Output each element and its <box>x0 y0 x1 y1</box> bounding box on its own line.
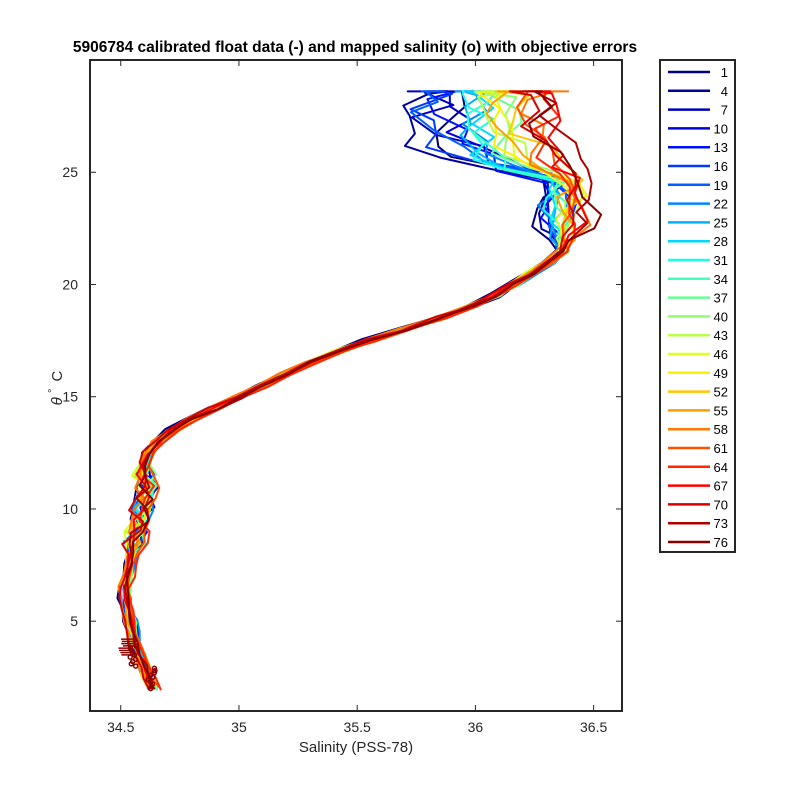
legend-label: 52 <box>714 385 728 400</box>
series-layer <box>116 90 603 692</box>
series-line <box>126 90 603 688</box>
legend-label: 28 <box>714 234 728 249</box>
y-axis-ticks: 5 10 15 20 25 <box>62 164 622 629</box>
legend-label: 7 <box>721 103 728 118</box>
legend-label: 49 <box>714 366 728 381</box>
legend: 1 4 7 10 13 16 19 22 25 28 31 34 37 40 43 46 49 52 55 58 61 6… <box>659 59 736 553</box>
legend-label: 58 <box>714 422 728 437</box>
legend-label: 34 <box>714 272 728 287</box>
legend-label: 13 <box>714 140 728 155</box>
mapped-salinity-marker <box>151 665 158 672</box>
legend-label: 10 <box>714 121 728 136</box>
svg-text:θ ° C: θ ° C <box>43 370 66 405</box>
chart-title: 5906784 calibrated float data (-) and ma… <box>73 39 637 56</box>
mapped-salinity-marker <box>132 663 139 669</box>
axes: 34.5 35 35.5 36 36.5 5 10 15 20 25 <box>62 59 623 735</box>
y-axis-label-unit: C <box>49 370 66 381</box>
legend-label: 37 <box>714 291 728 306</box>
legend-label: 67 <box>714 479 728 494</box>
legend-label: 19 <box>714 178 728 193</box>
x-axis-label: Salinity (PSS-78) <box>299 739 413 756</box>
x-tick-label: 36 <box>468 719 484 735</box>
series-line <box>118 90 577 691</box>
y-tick-label: 10 <box>62 501 78 517</box>
legend-label: 25 <box>714 215 728 230</box>
legend-box <box>659 59 736 553</box>
x-tick-label: 35 <box>231 719 247 735</box>
y-tick-label: 20 <box>62 276 78 292</box>
legend-label: 76 <box>714 535 728 550</box>
x-axis-ticks: 34.5 35 35.5 36 36.5 <box>107 60 607 735</box>
y-axis-label-degree: ° <box>47 389 59 393</box>
series-line <box>117 90 592 689</box>
x-tick-label: 35.5 <box>344 719 371 735</box>
y-tick-label: 25 <box>62 164 78 180</box>
legend-label: 64 <box>714 460 728 475</box>
legend-label: 55 <box>714 403 728 418</box>
legend-label: 22 <box>714 197 728 212</box>
legend-label: 31 <box>714 253 728 268</box>
mapped-salinity-marker <box>147 672 154 678</box>
plot-area <box>90 60 622 711</box>
y-axis-label-symbol: θ <box>49 397 66 405</box>
legend-label: 70 <box>714 497 728 512</box>
x-tick-label: 36.5 <box>580 719 607 735</box>
legend-label: 1 <box>721 65 728 80</box>
legend-label: 61 <box>714 441 728 456</box>
legend-label: 4 <box>721 84 728 99</box>
mapped-salinity-marker <box>145 676 151 683</box>
y-tick-label: 15 <box>62 389 78 405</box>
legend-label: 16 <box>714 159 728 174</box>
legend-label: 46 <box>714 347 728 362</box>
legend-label: 43 <box>714 328 728 343</box>
y-axis-label: θ ° C <box>43 370 66 405</box>
x-tick-label: 34.5 <box>107 719 134 735</box>
axes-box <box>89 59 623 712</box>
y-tick-label: 5 <box>70 613 78 629</box>
legend-items: 1 4 7 10 13 16 19 22 25 28 31 34 37 40 43 46 49 52 55 58 61 6… <box>668 65 728 550</box>
legend-label: 40 <box>714 309 728 324</box>
legend-label: 73 <box>714 516 728 531</box>
